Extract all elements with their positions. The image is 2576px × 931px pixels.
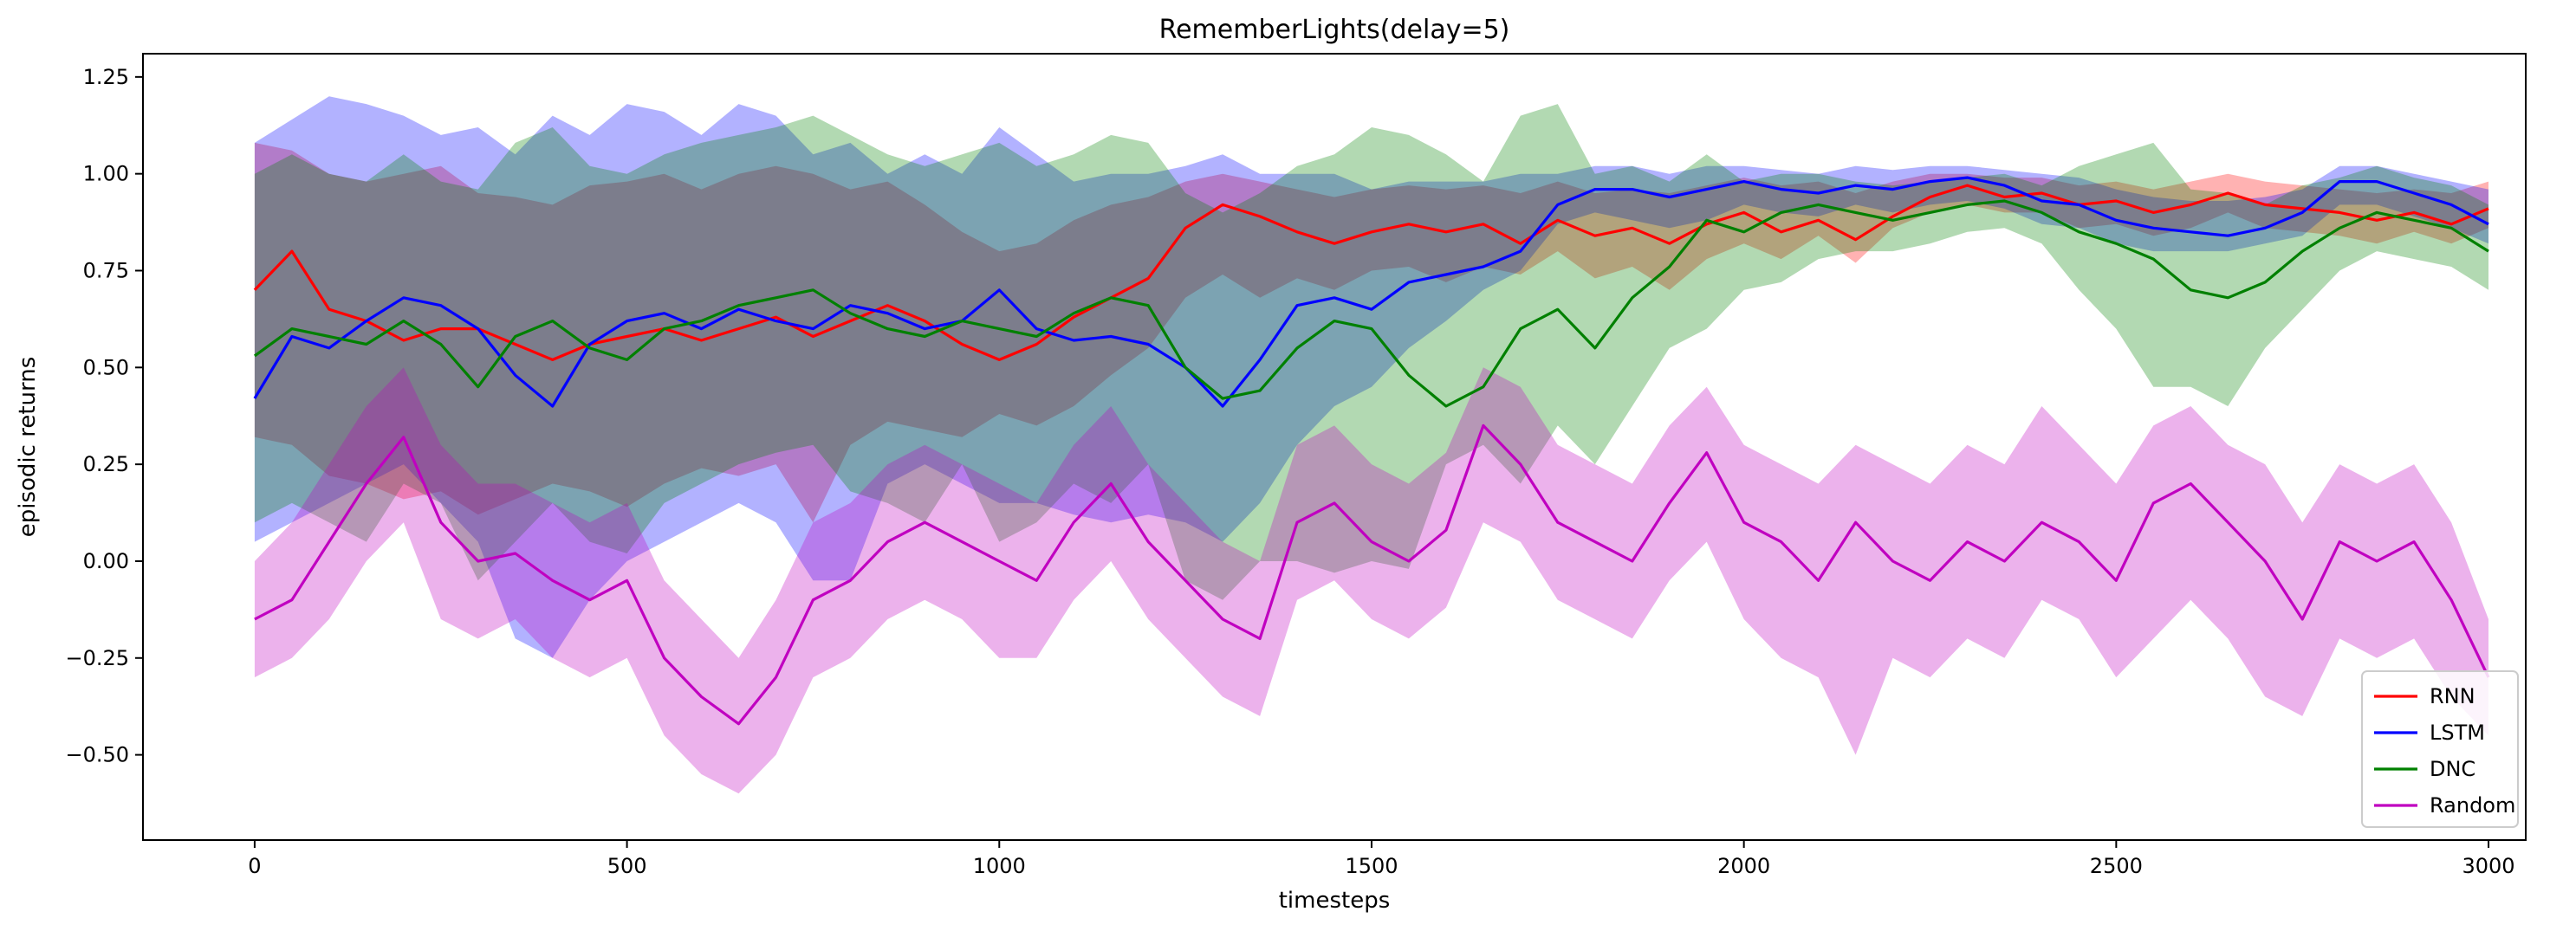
line-rnn bbox=[253, 184, 2489, 361]
x-axis-ticks: 0 500 1000 1500 2000 2500 3000 bbox=[248, 840, 2515, 878]
x-axis-label: timesteps bbox=[1279, 888, 1391, 914]
line-dnc bbox=[253, 199, 2489, 408]
y-tick-label: −0.25 bbox=[65, 646, 129, 670]
line-random bbox=[254, 423, 2490, 726]
plot-frame bbox=[142, 53, 2527, 841]
legend-label-dnc: DNC bbox=[2430, 757, 2475, 781]
y-tick-label: −0.50 bbox=[65, 743, 129, 767]
legend-label-lstm: LSTM bbox=[2430, 721, 2485, 745]
legend-box bbox=[2361, 670, 2519, 828]
x-tick-label: 2500 bbox=[2090, 854, 2143, 878]
x-tick-label: 3000 bbox=[2462, 854, 2514, 878]
x-tick-label: 0 bbox=[248, 854, 261, 878]
x-tick-label: 1000 bbox=[973, 854, 1026, 878]
x-tick-label: 500 bbox=[607, 854, 647, 878]
y-tick-label: 1.25 bbox=[83, 65, 129, 89]
y-tick-label: 0.75 bbox=[83, 258, 129, 282]
y-tick-label: 0.50 bbox=[83, 355, 129, 379]
legend-label-random: Random bbox=[2430, 793, 2515, 818]
band-dnc bbox=[254, 104, 2489, 600]
y-axis-ticks: −0.50 −0.25 0.00 0.25 0.50 0.75 1.00 1.25 bbox=[65, 65, 143, 767]
x-tick-label: 2000 bbox=[1717, 854, 1770, 878]
x-tick-label: 1500 bbox=[1345, 854, 1398, 878]
y-tick-label: 0.00 bbox=[83, 549, 129, 573]
line-lstm bbox=[253, 176, 2489, 408]
legend-label-rnn: RNN bbox=[2430, 684, 2475, 708]
band-lstm bbox=[254, 96, 2489, 658]
confidence-bands bbox=[254, 96, 2489, 794]
series-lines bbox=[253, 176, 2490, 726]
chart-title: RememberLights(delay=5) bbox=[1159, 15, 1510, 45]
band-rnn bbox=[254, 142, 2489, 523]
legend: RNN LSTM DNC Random bbox=[2361, 670, 2519, 828]
band-random bbox=[254, 367, 2489, 794]
y-axis-label: episodic returns bbox=[15, 357, 41, 538]
y-tick-label: 1.00 bbox=[83, 162, 129, 186]
y-tick-label: 0.25 bbox=[83, 452, 129, 476]
